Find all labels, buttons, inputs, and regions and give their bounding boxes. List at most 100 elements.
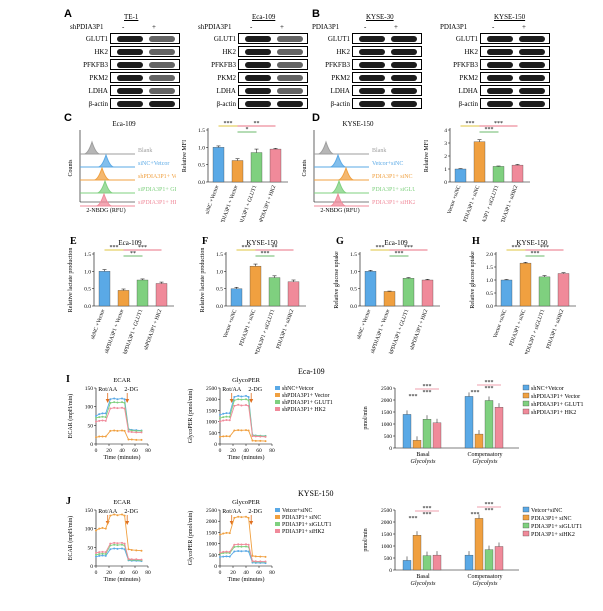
x-tick-label: 40	[119, 448, 125, 454]
flow-legend-label: shPDIA3P1+ Vector	[138, 174, 176, 180]
blot-protein-label: LDHA	[216, 87, 236, 95]
data-point	[116, 544, 119, 547]
blot-band	[117, 49, 143, 55]
bar	[473, 141, 486, 183]
significance-label: ***	[261, 251, 270, 257]
injection-arrowhead	[105, 399, 110, 403]
blot-lane-sign: +	[152, 23, 156, 31]
data-point	[245, 404, 247, 407]
blot-lane-sign: +	[394, 23, 398, 31]
data-point	[247, 395, 250, 398]
data-point	[237, 394, 240, 397]
panel-letter-d: D	[312, 112, 320, 124]
y-tick-label: 2000	[381, 398, 392, 404]
blot-band	[391, 62, 417, 68]
data-point	[135, 431, 138, 434]
flow-histogram-peak	[314, 140, 369, 155]
data-point	[127, 438, 130, 441]
injection-label: 2-DG	[124, 387, 138, 393]
data-point	[245, 429, 247, 432]
y-axis-label: GlycoPER (pmol/min)	[187, 511, 194, 566]
y-tick-label: 1.5	[350, 252, 357, 258]
blot-band-row	[480, 46, 550, 57]
x-category-label: Glycolysis	[411, 459, 437, 465]
flow-histogram-peak	[314, 153, 369, 168]
bar	[155, 283, 168, 307]
data-point	[237, 545, 240, 548]
data-point	[233, 395, 236, 398]
bar	[511, 164, 524, 183]
data-point	[233, 543, 236, 546]
blot-band	[277, 49, 303, 55]
line-chart-i-ecar: I ECAR 0 50 100 150 0 20 40 60 80 Time (minutes) ECA…	[66, 374, 151, 461]
panel-letter-b: B	[312, 8, 320, 20]
bar	[268, 277, 281, 307]
y-tick-label: 0	[214, 442, 217, 448]
data-point	[140, 549, 143, 552]
row-i-title: Eca-109	[298, 367, 325, 376]
data-point	[222, 416, 225, 419]
flow-histogram-peak	[80, 179, 135, 194]
y-tick-label: 100	[85, 405, 94, 411]
x-category-label: Glycolysis	[473, 459, 499, 465]
y-tick-label: 4	[444, 128, 447, 134]
blot-band-row	[352, 33, 422, 44]
chart-title: Eca-109	[384, 239, 408, 247]
y-tick-label: 2.0	[486, 252, 493, 258]
data-point	[109, 542, 112, 545]
significance-label: ***	[138, 245, 147, 251]
blot-band-row	[110, 85, 180, 96]
data-point	[109, 548, 112, 551]
blot-lane-sign: -	[364, 23, 367, 31]
y-tick-label: 0.0	[216, 304, 223, 310]
bar	[269, 148, 282, 183]
y-tick-label: 1.0	[84, 269, 91, 275]
significance-label: ***	[466, 121, 475, 127]
significance-label: ***	[540, 245, 549, 251]
data-point	[240, 543, 243, 546]
blot-cell-line: Eca-109	[252, 13, 276, 21]
y-tick-label: 2500	[381, 508, 392, 514]
data-point	[104, 551, 107, 554]
data-point	[116, 398, 119, 401]
blot-band	[245, 49, 271, 55]
bar	[494, 407, 504, 449]
data-point	[98, 527, 101, 530]
blot-protein-label: GLUT1	[455, 35, 478, 43]
data-point	[245, 545, 247, 548]
x-tick-label: 20	[106, 448, 112, 454]
flow-histogram-peak	[314, 166, 369, 181]
data-point	[104, 554, 107, 557]
data-point	[237, 398, 240, 401]
data-point	[98, 435, 101, 438]
blot-cell-line: KYSE-150	[494, 13, 526, 21]
x-axis-label: Time (minutes)	[228, 576, 265, 583]
data-point	[219, 435, 221, 438]
bar	[412, 535, 422, 571]
data-point	[222, 412, 225, 415]
panel-letter: J	[66, 496, 71, 507]
data-point	[247, 543, 250, 546]
significance-label: ***	[485, 508, 494, 514]
data-point	[121, 541, 123, 544]
blot-band	[519, 75, 545, 81]
flow-legend-label: Vetcor+siNC	[372, 161, 403, 167]
bar	[402, 278, 415, 307]
legend-label: Vetcor+siNC	[282, 508, 312, 514]
data-point	[121, 429, 123, 432]
x-tick-label: shNC +Vector	[356, 308, 372, 340]
blot-protein-label: HK2	[222, 48, 236, 56]
data-point	[245, 398, 247, 401]
data-point	[259, 435, 262, 438]
y-tick-label: 1000	[381, 422, 392, 428]
significance-label: ***	[485, 380, 494, 386]
data-point	[113, 397, 116, 400]
y-tick-label: 1	[444, 167, 447, 173]
blot-band	[487, 36, 513, 42]
x-category-label: Basal	[416, 452, 430, 458]
legend-label: shPDIA3P1+ GLUT1	[531, 402, 584, 408]
bar	[402, 560, 412, 571]
bar-chart-f: F KYSE-150 0.0 0.5 1.0 1.5 Relative lactate pr…	[200, 236, 306, 354]
data-point	[104, 553, 107, 556]
significance-label: ***	[471, 512, 480, 518]
